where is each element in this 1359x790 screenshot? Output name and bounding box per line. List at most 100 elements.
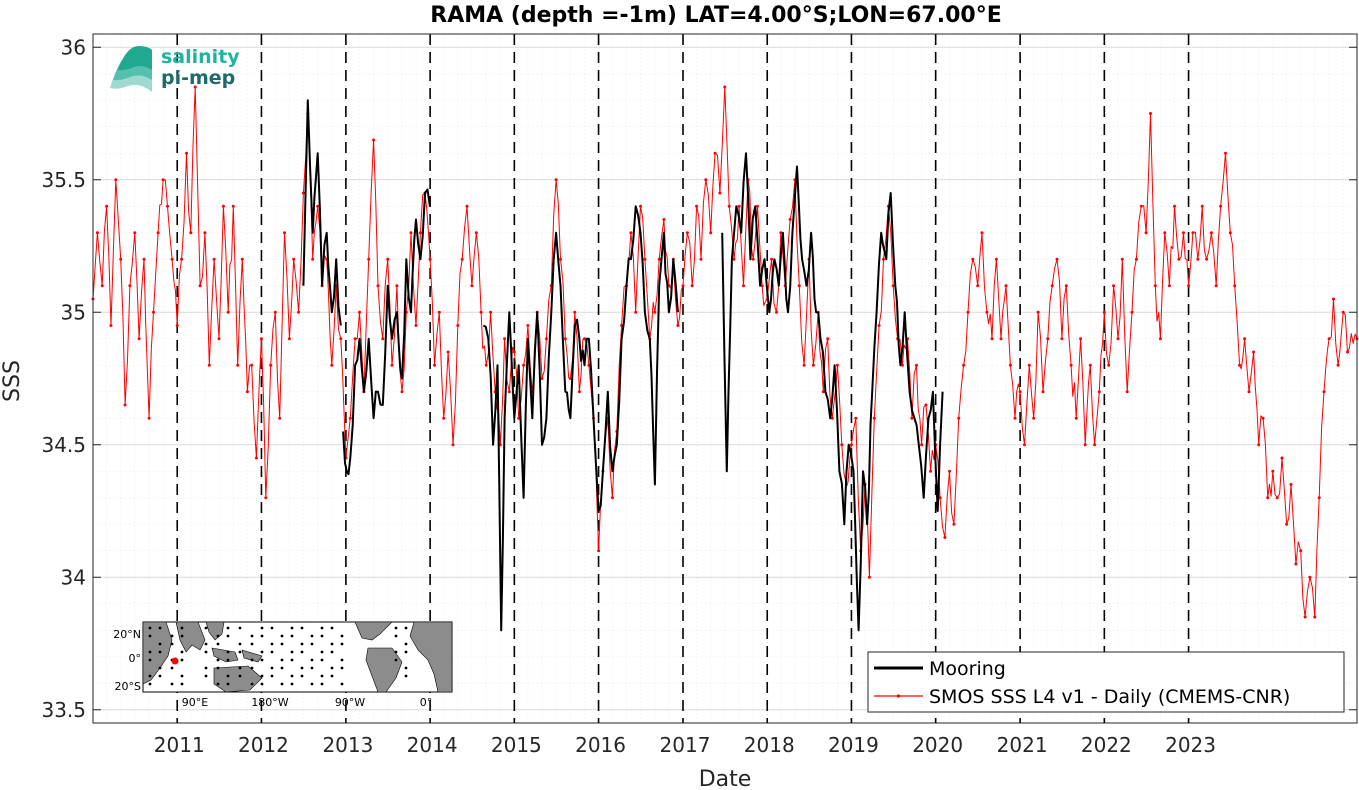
inset-mooring-dot xyxy=(340,658,344,662)
smos-data-point xyxy=(414,324,418,327)
x-tick-label: 2022 xyxy=(1081,733,1132,757)
smos-data-point xyxy=(1004,284,1008,288)
mooring-series-line xyxy=(302,99,342,326)
smos-data-point xyxy=(1167,284,1171,288)
pi-mep-logo: salinity pi-mep xyxy=(110,46,240,92)
smos-data-point xyxy=(193,85,197,89)
smos-data-point xyxy=(137,337,141,341)
inset-mooring-dot xyxy=(260,634,264,638)
year-lines xyxy=(176,34,1190,723)
inset-mooring-dot xyxy=(300,666,304,670)
smos-data-point xyxy=(409,231,413,235)
inset-mooring-dot xyxy=(204,642,208,646)
inset-mooring-dot xyxy=(204,650,208,654)
smos-data-point xyxy=(1153,284,1157,288)
smos-data-point xyxy=(690,284,694,288)
smos-data-point xyxy=(1224,151,1227,155)
inset-lat-label-0: 0° xyxy=(129,652,142,665)
smos-data-point xyxy=(840,443,844,447)
inset-mooring-dot xyxy=(170,634,174,638)
inset-mooring-dot xyxy=(270,666,274,670)
x-tick-label: 2016 xyxy=(575,733,626,757)
smos-data-point xyxy=(867,575,871,579)
smos-data-point xyxy=(1214,284,1218,288)
legend-marker-smos xyxy=(896,694,901,698)
smos-data-point xyxy=(775,310,778,314)
smos-data-point xyxy=(418,231,422,235)
smos-data-point xyxy=(254,456,258,460)
smos-data-point xyxy=(269,363,273,367)
smos-data-point xyxy=(1036,310,1040,314)
inset-mooring-dot xyxy=(148,658,152,662)
x-tick-label: 2013 xyxy=(322,733,373,757)
inset-mooring-dot xyxy=(148,650,152,654)
smos-data-point xyxy=(877,324,881,327)
smos-data-point xyxy=(250,363,254,367)
inset-mooring-dot xyxy=(250,642,254,646)
smos-data-point xyxy=(957,416,961,420)
smos-data-point xyxy=(278,416,282,420)
smos-data-point xyxy=(287,337,291,341)
smos-data-point xyxy=(1205,257,1209,261)
smos-data-point xyxy=(100,284,104,288)
smos-data-point xyxy=(1187,284,1191,288)
smos-data-point xyxy=(980,231,984,235)
smos-data-point xyxy=(854,416,858,420)
inset-mooring-dot xyxy=(340,634,344,638)
inset-mooring-dot xyxy=(404,666,408,670)
smos-data-point xyxy=(1266,496,1270,500)
smos-data-point xyxy=(713,151,717,155)
inset-lon-label-180w: 180°W xyxy=(251,696,288,709)
smos-data-point xyxy=(503,337,507,341)
smos-data-point xyxy=(437,310,441,314)
smos-data-point xyxy=(470,284,474,288)
inset-mooring-dot xyxy=(404,626,408,630)
smos-data-point xyxy=(966,310,970,314)
smos-data-point xyxy=(704,178,708,182)
inset-mooring-dot xyxy=(216,642,220,646)
smos-data-point xyxy=(1018,390,1022,394)
smos-data-point xyxy=(1120,257,1124,261)
smos-data-point xyxy=(367,257,371,261)
smos-data-point xyxy=(597,549,601,553)
inset-mooring-dot xyxy=(148,626,152,630)
smos-data-point xyxy=(1191,231,1195,235)
smos-data-point xyxy=(770,257,774,261)
smos-data-point xyxy=(554,178,558,182)
y-tick-label: 33.5 xyxy=(41,698,86,722)
logo-text-pimep: pi-mep xyxy=(161,67,235,89)
smos-data-point xyxy=(273,310,277,314)
smos-data-point xyxy=(259,337,263,341)
smos-data-point xyxy=(372,138,376,142)
smos-data-point xyxy=(742,284,745,288)
smos-data-point xyxy=(563,337,567,341)
x-tick-label: 2021 xyxy=(997,733,1048,757)
inset-mooring-dot xyxy=(238,674,242,678)
smos-data-point xyxy=(1083,443,1087,447)
inset-mooring-dot xyxy=(226,674,230,678)
smos-data-point xyxy=(657,257,661,261)
smos-data-point xyxy=(1023,443,1026,447)
smos-data-point xyxy=(460,257,464,261)
smos-data-point xyxy=(353,337,357,341)
inset-mooring-dot xyxy=(310,682,314,686)
smos-data-point xyxy=(629,231,633,235)
inset-mooring-dot xyxy=(226,658,230,662)
smos-data-point xyxy=(1182,231,1185,235)
inset-mooring-dot xyxy=(260,626,264,630)
smos-data-point xyxy=(999,337,1003,341)
smos-data-point xyxy=(1196,257,1200,261)
smos-data-point xyxy=(1252,350,1256,354)
smos-data-point xyxy=(976,284,980,288)
smos-data-point xyxy=(962,363,966,367)
plot-area xyxy=(91,33,1359,724)
smos-data-point xyxy=(685,231,689,235)
smos-data-point xyxy=(1130,310,1134,314)
smos-data-point xyxy=(1139,204,1143,208)
smos-data-point xyxy=(943,536,947,539)
y-tick-label: 34 xyxy=(61,565,86,589)
smos-data-point xyxy=(526,324,530,327)
inset-mooring-dot xyxy=(290,682,294,686)
smos-data-point xyxy=(1322,390,1326,394)
inset-mooring-dot xyxy=(158,642,162,646)
